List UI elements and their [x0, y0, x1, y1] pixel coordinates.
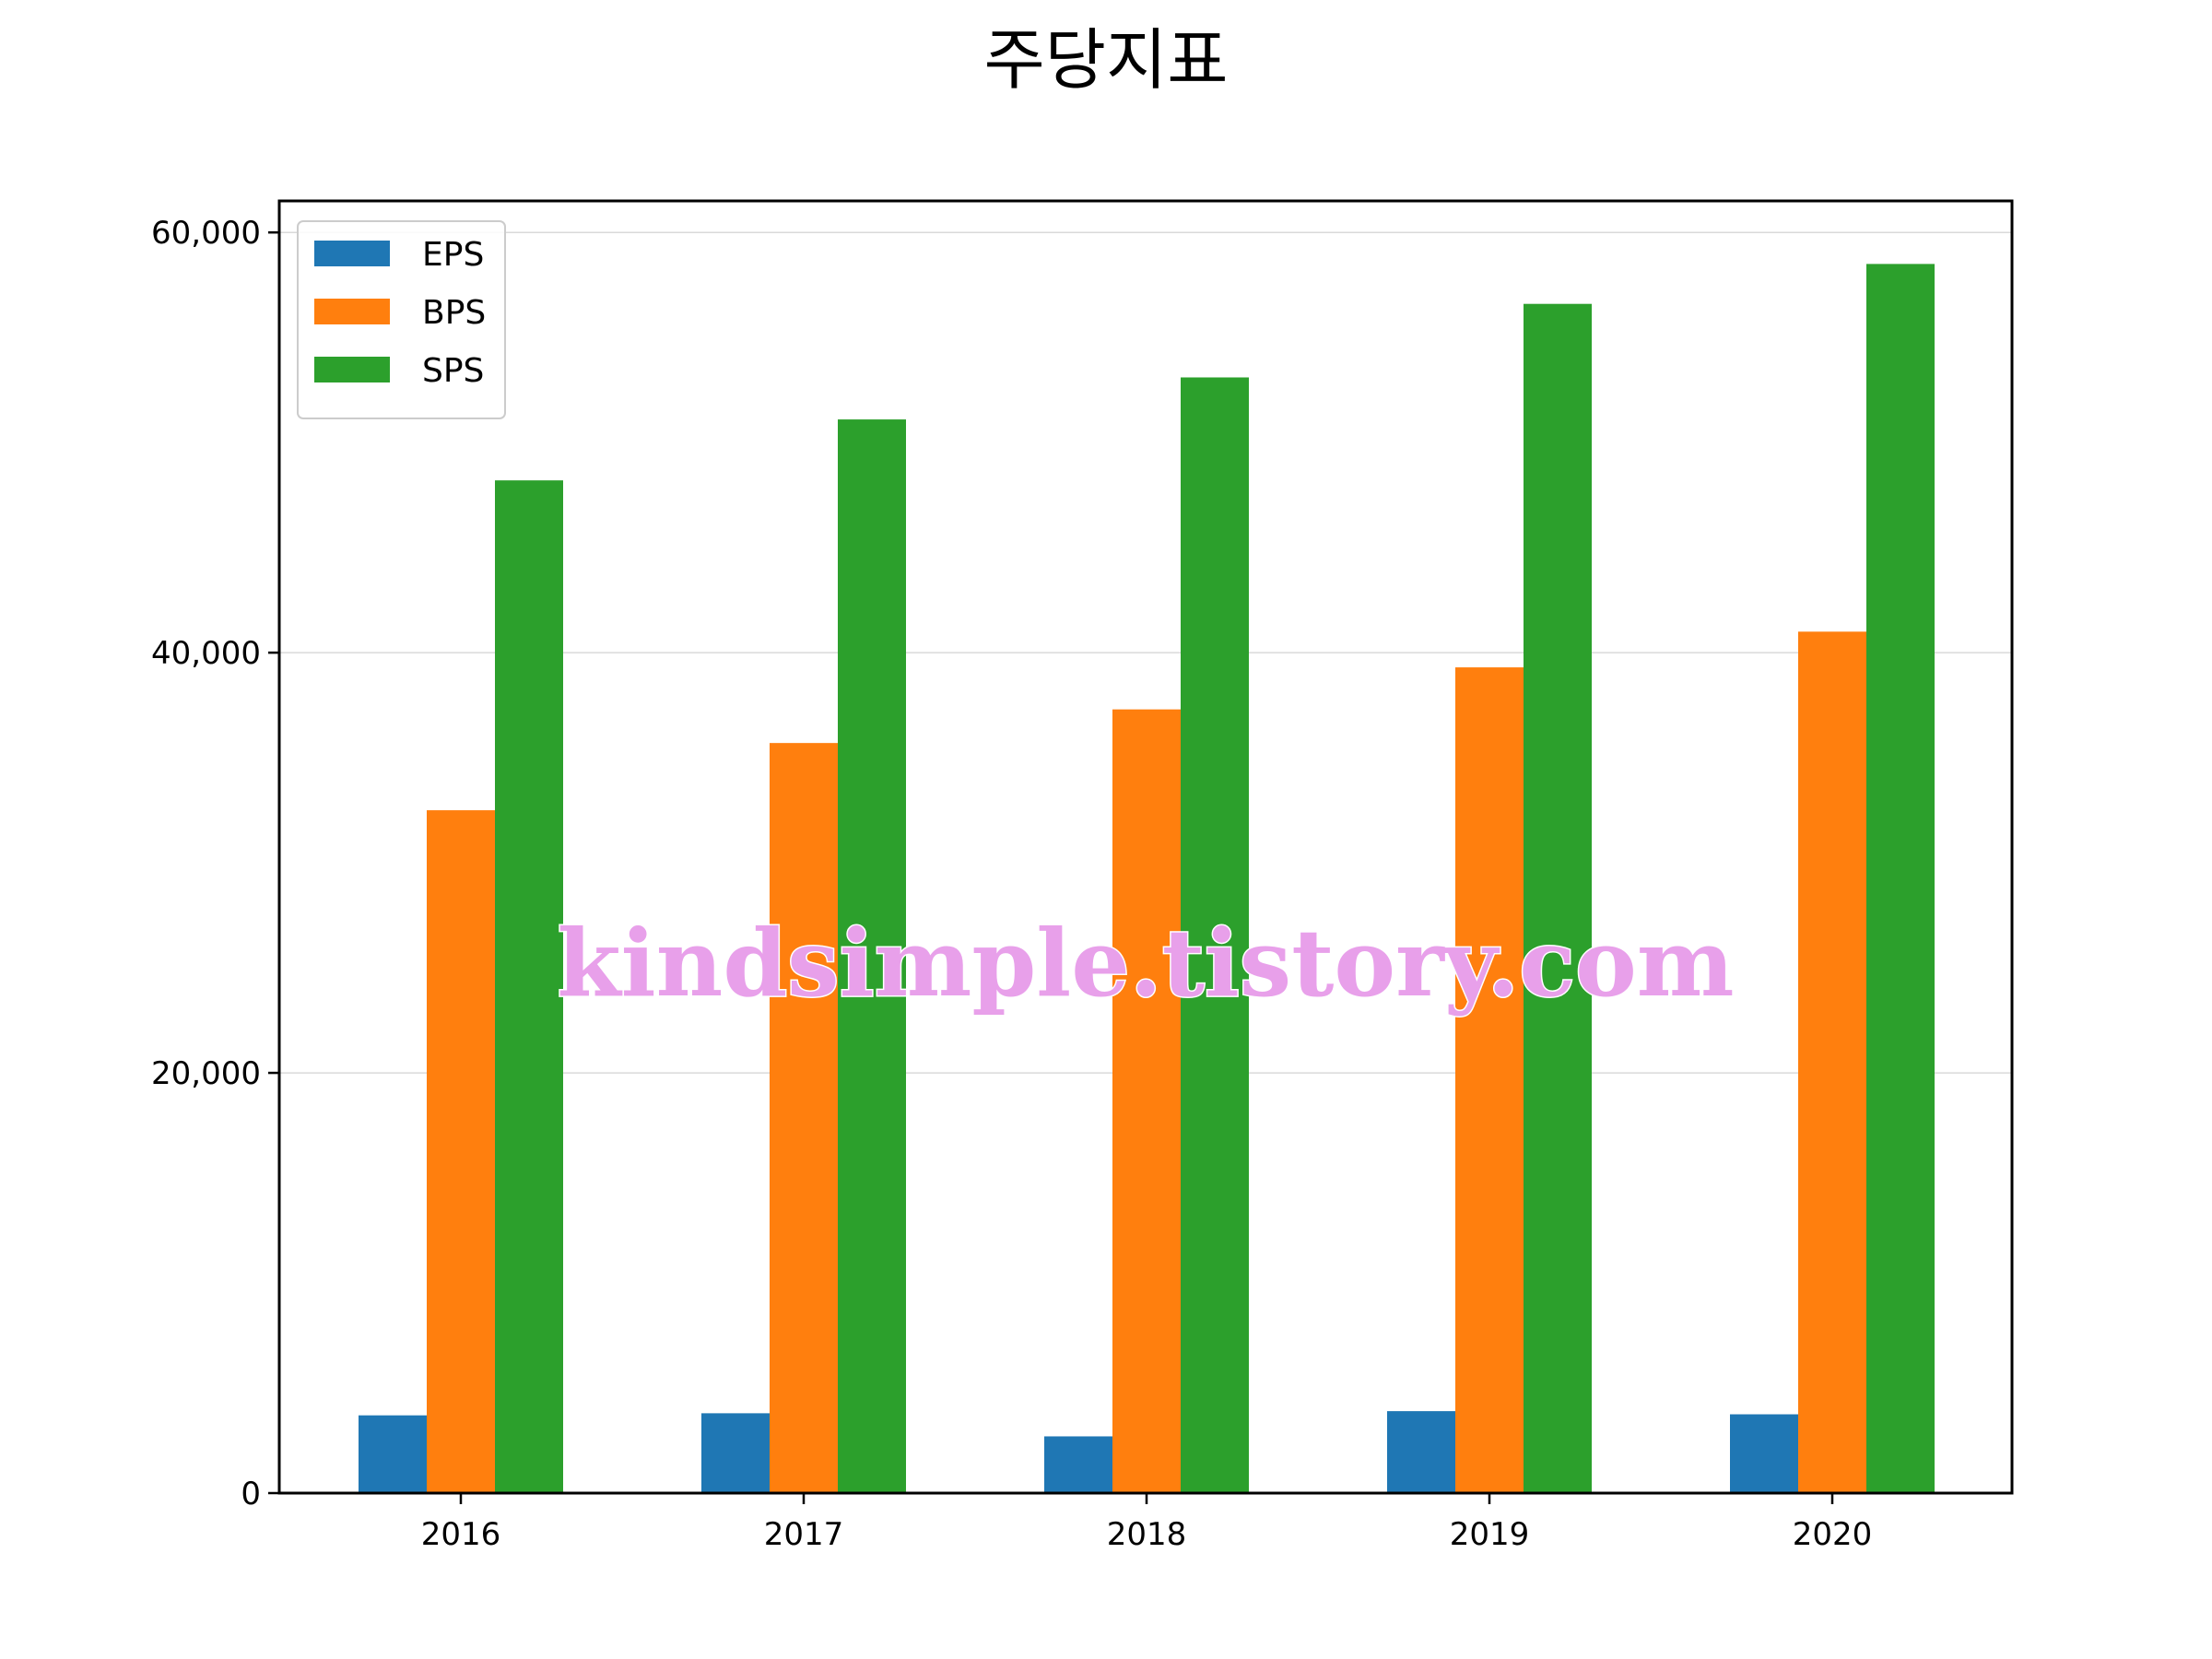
bar-eps-2016	[359, 1415, 427, 1493]
bar-eps-2018	[1044, 1436, 1112, 1493]
bar-sps-2018	[1181, 377, 1249, 1493]
legend-swatch-sps	[314, 357, 390, 382]
y-tick-label-1: 20,000	[151, 1055, 261, 1092]
x-tick-label-2017: 2017	[764, 1516, 844, 1553]
bar-sps-2016	[495, 480, 563, 1493]
bar-bps-2017	[770, 743, 838, 1493]
y-tick-label-0: 0	[241, 1476, 261, 1512]
legend-label-sps: SPS	[422, 352, 484, 390]
bar-bps-2016	[427, 810, 495, 1493]
bar-sps-2020	[1866, 264, 1935, 1493]
y-axis: 0 20,000 40,000 60,000	[151, 215, 279, 1512]
legend: EPS BPS SPS	[297, 220, 506, 419]
bar-sps-2019	[1524, 303, 1592, 1493]
x-axis: 2016 2017 2018 2019 2020	[421, 1493, 1873, 1553]
chart-title: 주당지표	[984, 21, 1229, 99]
bar-bps-2018	[1112, 709, 1181, 1493]
y-tick-label-3: 60,000	[151, 215, 261, 252]
legend-label-eps: EPS	[422, 236, 484, 274]
bar-sps-2017	[838, 419, 906, 1493]
bars	[359, 264, 1935, 1493]
x-tick-label-2019: 2019	[1450, 1516, 1530, 1553]
x-tick-label-2016: 2016	[421, 1516, 501, 1553]
bar-bps-2020	[1798, 631, 1866, 1493]
watermark-text: kindsimple.tistory.com	[557, 909, 1734, 1018]
x-tick-label-2018: 2018	[1107, 1516, 1187, 1553]
bar-bps-2019	[1455, 667, 1524, 1493]
bar-eps-2020	[1730, 1414, 1798, 1493]
legend-label-bps: BPS	[422, 294, 486, 332]
y-tick-label-2: 40,000	[151, 635, 261, 672]
bar-eps-2017	[701, 1413, 770, 1493]
bar-eps-2019	[1387, 1411, 1455, 1493]
x-tick-label-2020: 2020	[1793, 1516, 1873, 1553]
legend-swatch-eps	[314, 241, 390, 266]
legend-swatch-bps	[314, 299, 390, 324]
